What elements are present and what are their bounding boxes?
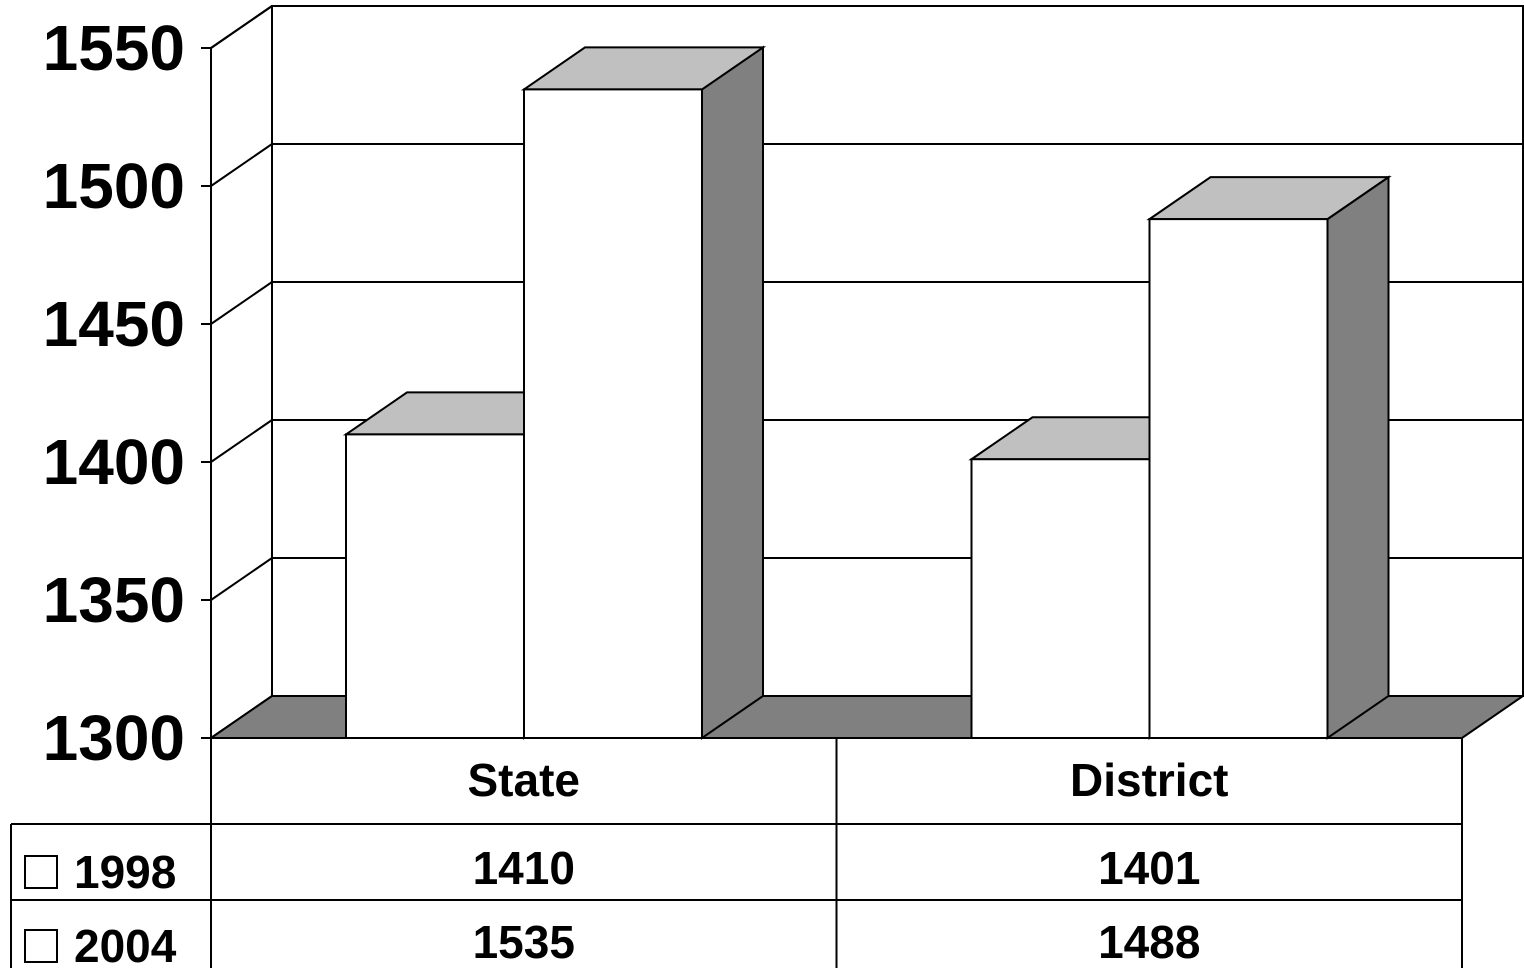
x-category-label: District — [1070, 754, 1228, 806]
side-wall-gridline — [210, 5, 273, 49]
bar-front-face — [970, 458, 1151, 739]
y-tick-label: 1350 — [43, 564, 185, 636]
side-wall-gridline — [210, 143, 273, 187]
y-tick-label: 1550 — [43, 12, 185, 84]
bar-side-face — [701, 45, 764, 740]
data-label: 1535 — [473, 916, 575, 968]
bar-front-face — [345, 433, 525, 739]
side-wall-gridline — [210, 281, 273, 325]
y-tick-label: 1400 — [43, 426, 185, 498]
bar-front-face — [523, 88, 703, 739]
legend-label: 2004 — [74, 920, 177, 968]
bar-district-2004 — [1146, 175, 1392, 740]
side-wall-gridline — [210, 419, 273, 463]
data-label: 1401 — [1098, 842, 1200, 894]
legend-key-2004 — [24, 929, 58, 963]
y-tick-label: 1300 — [43, 702, 185, 774]
bar-state-2004 — [520, 45, 767, 740]
y-tick-label: 1500 — [43, 150, 185, 222]
legend-label: 1998 — [74, 846, 176, 898]
y-tick-label: 1450 — [43, 288, 185, 360]
x-category-label: State — [468, 754, 580, 806]
legend-key-1998 — [24, 855, 58, 889]
bar-side-face — [1326, 175, 1390, 740]
data-label: 1410 — [473, 842, 575, 894]
data-label: 1488 — [1098, 916, 1200, 968]
bar-front-face — [1148, 218, 1329, 739]
side-wall-gridline — [210, 557, 273, 601]
